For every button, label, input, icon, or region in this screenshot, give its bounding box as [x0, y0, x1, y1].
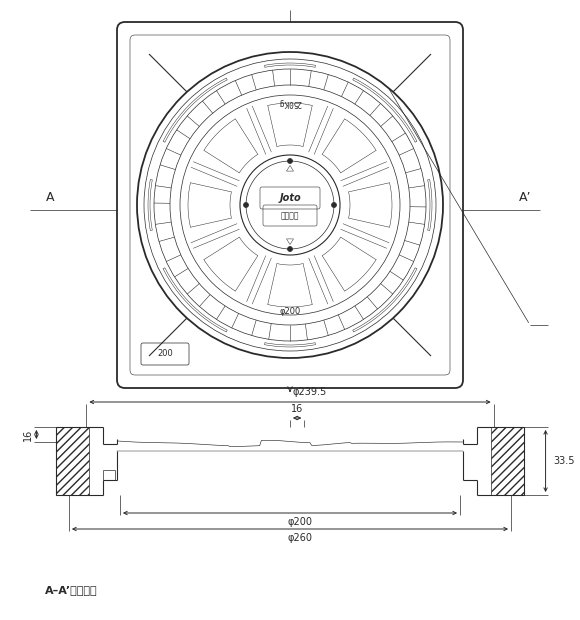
Text: φ239.5: φ239.5 — [293, 387, 327, 397]
Text: 33.5: 33.5 — [553, 456, 575, 466]
Bar — [491, 427, 524, 495]
Circle shape — [244, 203, 248, 208]
Text: A: A — [46, 191, 55, 204]
Circle shape — [288, 247, 292, 252]
Bar — [56, 427, 89, 495]
Text: 16: 16 — [23, 428, 34, 441]
Circle shape — [332, 203, 336, 208]
Text: φ200: φ200 — [288, 517, 313, 527]
Text: Joto: Joto — [279, 193, 301, 203]
Text: φ200: φ200 — [280, 306, 300, 316]
Text: 250Kg: 250Kg — [278, 99, 302, 107]
Text: 重車禁止: 重車禁止 — [281, 211, 299, 221]
Text: A’: A’ — [519, 191, 531, 204]
Text: 16: 16 — [291, 404, 303, 414]
Text: A–A’　断面図: A–A’ 断面図 — [45, 585, 97, 595]
Text: φ260: φ260 — [288, 533, 313, 543]
Circle shape — [288, 159, 292, 164]
Text: 200: 200 — [157, 350, 173, 358]
